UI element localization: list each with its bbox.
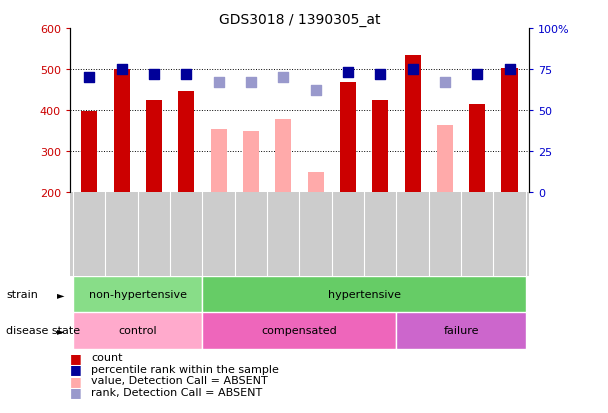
Point	[149, 71, 159, 78]
Point	[343, 70, 353, 76]
Bar	[146, 100, 162, 192]
Point	[505, 66, 514, 73]
Bar	[114, 70, 130, 192]
Text: hypertensive: hypertensive	[328, 289, 401, 299]
Point	[472, 71, 482, 78]
Bar	[210, 130, 227, 192]
Bar	[243, 132, 259, 192]
Bar	[202, 312, 396, 349]
Text: compensated: compensated	[261, 325, 337, 335]
Bar	[396, 312, 526, 349]
Text: ►: ►	[57, 325, 64, 335]
Bar	[340, 83, 356, 192]
Point	[214, 79, 224, 86]
Point	[278, 74, 288, 81]
Point	[181, 71, 191, 78]
Text: ■: ■	[70, 385, 81, 399]
Text: count: count	[91, 352, 123, 362]
Point	[117, 66, 126, 73]
Bar	[437, 126, 453, 192]
Point	[85, 74, 94, 81]
Bar	[81, 112, 97, 192]
Bar	[202, 277, 526, 312]
Text: disease state: disease state	[6, 325, 80, 335]
Bar	[502, 69, 517, 192]
Point	[375, 71, 385, 78]
Bar	[73, 312, 202, 349]
Text: ►: ►	[57, 289, 64, 299]
Bar	[469, 105, 485, 192]
Text: percentile rank within the sample: percentile rank within the sample	[91, 364, 279, 374]
Bar	[404, 55, 421, 192]
Text: rank, Detection Call = ABSENT: rank, Detection Call = ABSENT	[91, 387, 263, 397]
Bar	[372, 100, 389, 192]
Point	[408, 66, 418, 73]
Text: strain: strain	[6, 289, 38, 299]
Text: failure: failure	[443, 325, 479, 335]
Text: control: control	[119, 325, 157, 335]
Text: value, Detection Call = ABSENT: value, Detection Call = ABSENT	[91, 375, 268, 385]
Text: ■: ■	[70, 374, 81, 387]
Bar	[308, 173, 323, 192]
Point	[311, 88, 320, 94]
Bar	[275, 119, 291, 192]
Title: GDS3018 / 1390305_at: GDS3018 / 1390305_at	[219, 12, 380, 26]
Bar	[178, 91, 195, 192]
Point	[246, 79, 256, 86]
Point	[440, 79, 450, 86]
Text: ■: ■	[70, 351, 81, 364]
Text: non-hypertensive: non-hypertensive	[89, 289, 187, 299]
Text: ■: ■	[70, 362, 81, 375]
Bar	[73, 277, 202, 312]
